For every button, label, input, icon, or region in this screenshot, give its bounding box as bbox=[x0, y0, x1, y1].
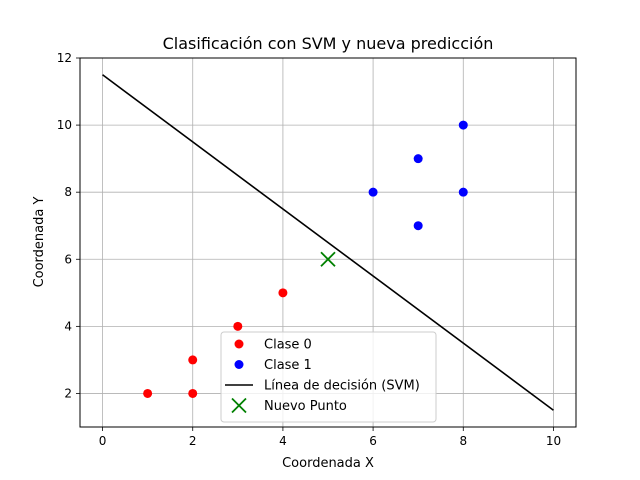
series-class-0 bbox=[143, 288, 288, 398]
x-tick-label: 6 bbox=[369, 434, 377, 448]
new-point-marker bbox=[320, 251, 336, 267]
legend-box bbox=[220, 331, 437, 423]
chart-title: Clasificación con SVM y nueva predicción bbox=[163, 34, 494, 53]
data-point bbox=[278, 288, 288, 298]
series-new-point bbox=[320, 251, 336, 267]
data-point bbox=[368, 187, 378, 197]
data-point bbox=[143, 388, 153, 398]
data-point bbox=[458, 120, 468, 130]
series-layer bbox=[102, 74, 554, 411]
ticks: 0 2 4 6 8 10 2 4 6 8 10 12 bbox=[57, 51, 561, 448]
x-tick-label: 2 bbox=[189, 434, 197, 448]
data-point bbox=[233, 321, 243, 331]
y-tick-label: 8 bbox=[64, 185, 72, 199]
data-point bbox=[458, 187, 468, 197]
series-class-1 bbox=[368, 120, 468, 231]
decision-line bbox=[102, 74, 554, 411]
legend-item: Clase 0 bbox=[234, 338, 312, 353]
y-axis-label: Coordenada Y bbox=[32, 197, 47, 288]
data-point bbox=[413, 154, 423, 164]
data-point bbox=[188, 388, 198, 398]
x-tick-label: 8 bbox=[459, 434, 467, 448]
legend-item: Nuevo Punto bbox=[231, 397, 347, 414]
legend-label: Nuevo Punto bbox=[264, 399, 347, 414]
legend-item: Línea de decisión (SVM) bbox=[225, 379, 420, 394]
y-tick-label: 2 bbox=[64, 386, 72, 400]
legend-marker-swatch bbox=[234, 339, 244, 349]
data-point bbox=[413, 221, 423, 231]
legend-marker-swatch bbox=[231, 397, 247, 414]
legend-label: Clase 0 bbox=[264, 338, 312, 353]
x-tick-label: 0 bbox=[99, 434, 107, 448]
legend-label: Clase 1 bbox=[264, 358, 312, 373]
data-point bbox=[188, 355, 198, 365]
y-tick-label: 10 bbox=[57, 118, 72, 132]
legend-marker-swatch bbox=[234, 360, 244, 369]
legend-label: Línea de decisión (SVM) bbox=[264, 379, 420, 394]
x-tick-label: 4 bbox=[279, 434, 287, 448]
grid bbox=[80, 57, 576, 427]
y-tick-label: 12 bbox=[57, 51, 72, 65]
y-tick-label: 6 bbox=[64, 252, 72, 266]
x-axis-label: Coordenada X bbox=[282, 456, 374, 471]
series-decision-line bbox=[102, 74, 554, 411]
plot-frame bbox=[79, 57, 577, 428]
legend: Clase 0 Clase 1 Línea de decisión (SVM) Nue… bbox=[220, 331, 437, 423]
x-tick-label: 10 bbox=[546, 434, 561, 448]
y-tick-label: 4 bbox=[64, 319, 72, 333]
legend-item: Clase 1 bbox=[234, 358, 312, 373]
